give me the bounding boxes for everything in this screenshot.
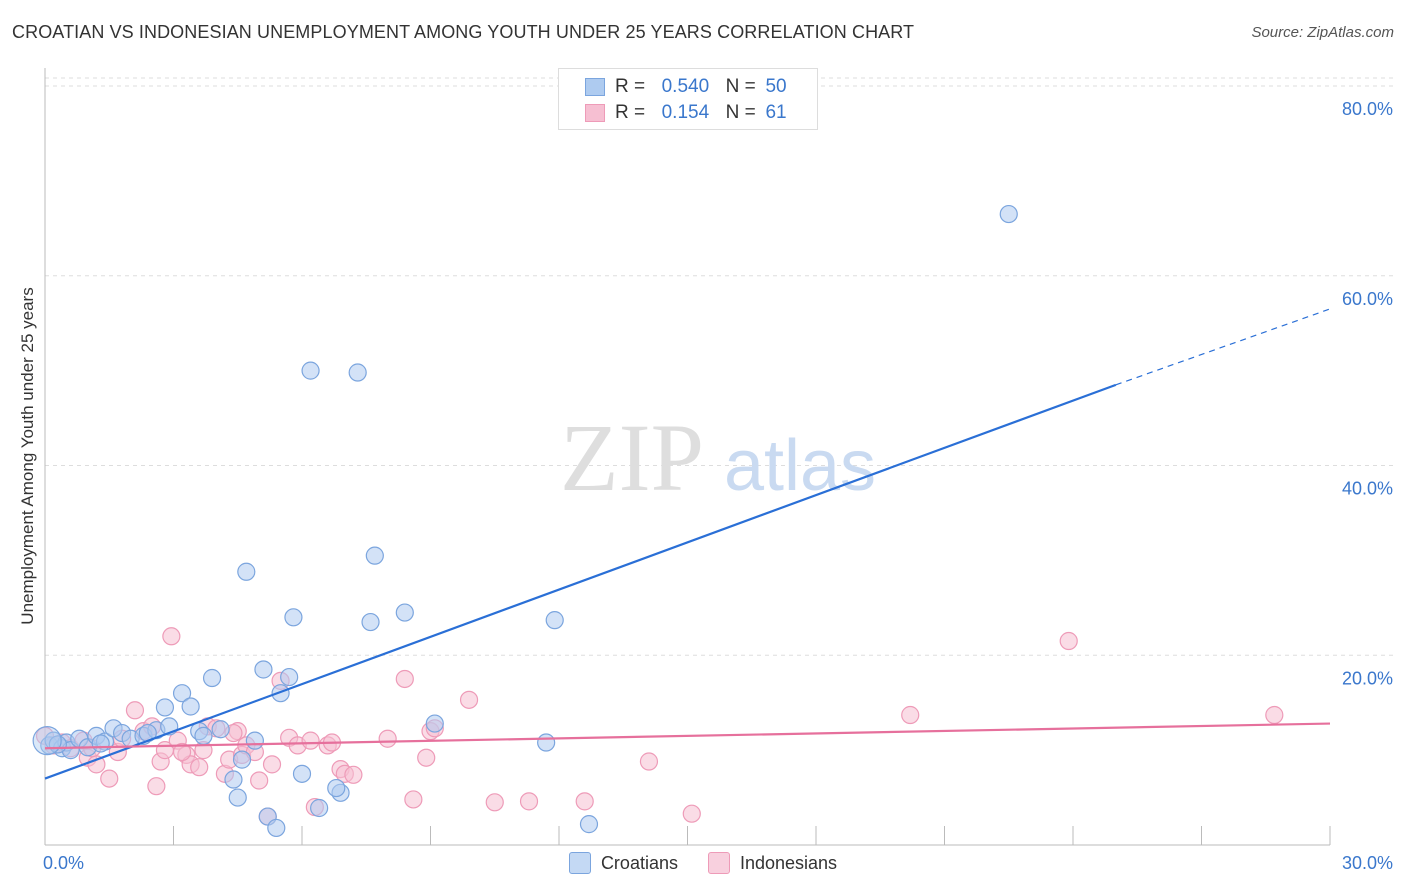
indonesians-point — [190, 758, 209, 777]
y-tick-label: 20.0% — [1342, 668, 1393, 688]
indonesians-point — [162, 627, 181, 646]
indonesians-point — [262, 755, 282, 774]
indonesians-point — [125, 701, 145, 720]
indonesians-point — [147, 777, 166, 796]
croatians-point — [211, 720, 230, 739]
croatians-point — [91, 734, 110, 753]
legend-n-label: N = — [725, 76, 756, 97]
croatians-point — [284, 608, 303, 627]
croatians-points — [32, 204, 1018, 838]
croatians-point — [232, 750, 252, 769]
croatians-point — [361, 612, 380, 632]
croatians-point — [365, 546, 384, 565]
indonesians-point — [172, 742, 192, 762]
croatians-point — [202, 668, 222, 688]
trend-lines — [44, 308, 1331, 780]
chart-title: CROATIAN VS INDONESIAN UNEMPLOYMENT AMON… — [12, 22, 915, 42]
watermark-zip: ZIP — [560, 404, 704, 511]
legend-n-value: 50 — [765, 76, 787, 97]
croatians-point — [271, 684, 290, 703]
croatians-point — [194, 726, 213, 745]
y-axis-title: Unemployment Among Youth under 25 years — [18, 287, 37, 625]
indonesians-trend-line — [44, 722, 1331, 750]
legend-r-label: R = — [615, 102, 646, 123]
legend-label-indonesians: Indonesians — [739, 852, 838, 873]
legend-row-croatians: R = 0.540 N = 50 — [585, 75, 791, 99]
croatians-point — [999, 204, 1018, 224]
croatians-point — [32, 726, 62, 756]
legend-label-croatians: Croatians — [600, 852, 678, 873]
croatians-point — [237, 562, 256, 581]
indonesians-point — [378, 729, 397, 748]
indonesians-point — [459, 690, 479, 709]
source-label: Source: ZipAtlas.com — [1251, 24, 1394, 41]
legend-r-value: 0.540 — [661, 76, 710, 97]
indonesians-point — [575, 792, 594, 811]
legend-swatch-indonesians — [707, 852, 730, 874]
indonesians-point — [1265, 705, 1284, 725]
indonesians-point — [639, 752, 659, 771]
legend-item-croatians: Croatians — [568, 852, 678, 874]
indonesians-point — [395, 669, 414, 689]
legend-n-value: 61 — [765, 102, 787, 123]
legend-swatch-pink — [585, 104, 605, 122]
indonesians-point — [404, 790, 423, 809]
croatians-point — [280, 667, 299, 687]
legend-r-value: 0.154 — [661, 102, 710, 123]
indonesians-point — [100, 769, 119, 788]
legend-swatch-blue — [585, 78, 605, 96]
croatians-point — [292, 764, 312, 783]
watermark-atlas: atlas — [724, 426, 876, 506]
croatians-point — [579, 815, 599, 834]
x-tick-label: 0.0% — [43, 853, 84, 873]
y-tick-label: 40.0% — [1342, 479, 1393, 499]
indonesians-point — [682, 804, 701, 823]
croatians-point — [395, 603, 414, 622]
croatians-point — [245, 731, 264, 750]
legend-swatch-croatians — [568, 852, 591, 874]
indonesians-point — [417, 748, 436, 767]
stats-legend: R = 0.540 N = 50 R = 0.154 N = 61 — [558, 68, 818, 130]
croatians-point — [267, 818, 286, 838]
series-legend: Croatians Indonesians — [0, 852, 1406, 874]
croatians-point — [310, 798, 329, 818]
croatians-point — [348, 363, 367, 382]
croatians-point — [537, 733, 556, 752]
croatians-point — [254, 660, 273, 679]
legend-r-label: R = — [615, 76, 646, 97]
croatians-point — [228, 788, 247, 807]
croatians-trend-extension — [1115, 308, 1331, 386]
indonesians-point — [519, 792, 539, 811]
croatians-point — [181, 697, 200, 716]
x-tick-label: 30.0% — [1342, 853, 1393, 873]
croatians-point — [155, 698, 175, 717]
axes — [44, 68, 1331, 846]
indonesians-point — [901, 705, 920, 725]
croatians-point — [172, 684, 192, 703]
croatians-point — [425, 714, 444, 733]
croatians-trend-line — [44, 383, 1117, 780]
croatians-point — [301, 361, 320, 380]
watermark: ZIP atlas — [560, 404, 876, 511]
legend-item-indonesians: Indonesians — [707, 852, 838, 874]
croatians-point — [545, 611, 564, 630]
indonesians-point — [485, 793, 504, 812]
legend-n-label: N = — [725, 102, 756, 123]
croatians-point — [224, 770, 243, 789]
indonesians-point — [301, 731, 320, 750]
y-tick-label: 60.0% — [1342, 289, 1393, 309]
tick-labels: 20.0% 40.0% 60.0% 80.0% 0.0% 30.0% — [43, 99, 1393, 873]
indonesians-point — [250, 771, 269, 790]
legend-row-indonesians: R = 0.154 N = 61 — [585, 101, 791, 125]
indonesians-point — [1059, 631, 1078, 651]
croatians-point — [327, 778, 346, 798]
indonesians-point — [344, 765, 363, 784]
y-tick-label: 80.0% — [1342, 99, 1393, 119]
